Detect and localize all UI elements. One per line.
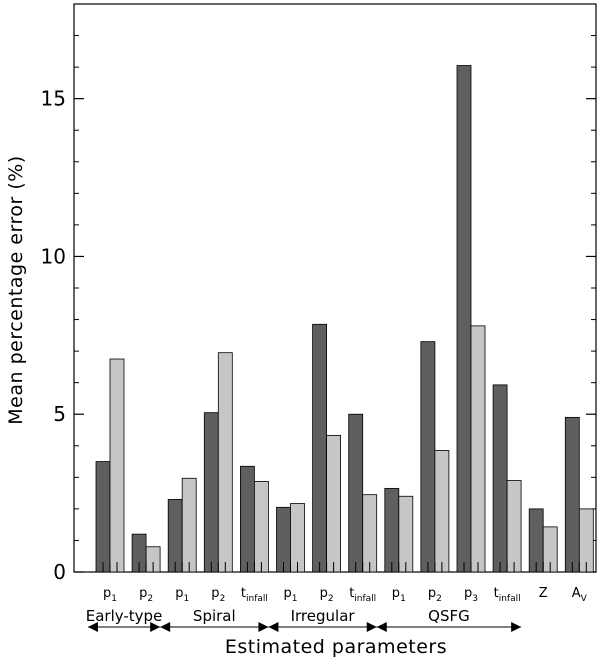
bar-dark: [492, 384, 508, 573]
y-tick-label: 0: [53, 560, 66, 584]
bar-light: [434, 450, 450, 573]
group-label: Irregular: [291, 607, 356, 625]
x-tick-label: p2: [211, 586, 225, 604]
bar-dark: [564, 416, 580, 573]
x-tick-label: p1: [103, 586, 117, 604]
group-arrow-left: [160, 622, 171, 632]
bar-dark: [456, 65, 472, 573]
bar-dark: [203, 412, 219, 573]
group-arrow-left: [87, 622, 98, 632]
bar-dark: [95, 461, 111, 573]
group-arrow-right: [511, 622, 522, 632]
bar-light: [398, 495, 414, 573]
y-tick-label: 10: [41, 244, 66, 268]
x-tick-label: p2: [139, 586, 153, 604]
bar-dark: [167, 499, 183, 573]
x-tick-label: p1: [175, 586, 189, 604]
group-label: Spiral: [193, 607, 236, 625]
x-tick-label: tinfall: [494, 586, 521, 604]
bar-light: [470, 325, 486, 573]
bar-dark: [348, 413, 364, 573]
x-tick-label: tinfall: [241, 586, 268, 604]
group-arrow-right: [366, 622, 377, 632]
bar-light: [181, 477, 197, 573]
group-arrow-right: [258, 622, 269, 632]
x-tick-label: Z: [539, 586, 548, 601]
bar-dark: [239, 465, 255, 573]
x-tick-label: p3: [464, 586, 478, 604]
y-axis-title: Mean percentage error (%): [5, 155, 27, 424]
group-arrow-left: [376, 622, 387, 632]
x-axis-title: Estimated parameters: [225, 636, 447, 658]
bar-light: [506, 480, 522, 573]
group-label: Early-type: [86, 607, 163, 625]
bar-light: [290, 503, 305, 573]
x-tick-label: p1: [392, 586, 406, 604]
bar-light: [326, 434, 342, 573]
bar-light: [362, 494, 378, 573]
bar-dark: [312, 323, 328, 573]
x-tick-label: p1: [284, 586, 298, 604]
bar-light: [109, 358, 125, 573]
x-tick-label: tinfall: [349, 586, 376, 604]
group-arrow-left: [268, 622, 279, 632]
y-axis: 0 5 10 15: [41, 3, 596, 584]
x-axis-labels: p1 p2 p1 p2 tinfall p1 p2 tinfall p1 p2 p3 tinfall Z…: [103, 586, 588, 604]
x-tick-label: p2: [428, 586, 442, 604]
x-axis-ticks: [102, 562, 587, 572]
group-brackets: Early-type Spiral Irregular QSFG: [86, 607, 522, 632]
x-tick-label: p2: [320, 586, 334, 604]
y-tick-label: 15: [41, 87, 66, 111]
bar-dark: [384, 487, 400, 573]
group-label: QSFG: [428, 607, 470, 625]
x-tick-label: AV: [572, 586, 588, 604]
bar-light: [253, 481, 269, 573]
bar-light: [217, 352, 233, 573]
y-tick-label: 5: [53, 402, 66, 426]
bar-dark: [420, 341, 436, 573]
group-arrow-right: [150, 622, 161, 632]
bars: [95, 65, 594, 573]
